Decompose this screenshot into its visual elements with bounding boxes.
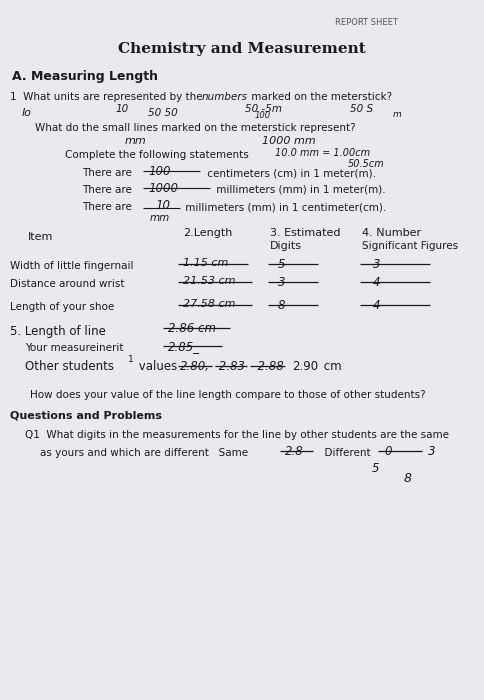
Text: 10.0 mm = 1.00cm: 10.0 mm = 1.00cm (275, 148, 370, 158)
Text: 10: 10 (115, 104, 128, 114)
Text: 2.83: 2.83 (215, 360, 245, 373)
Text: lo: lo (22, 108, 32, 118)
Text: 4: 4 (373, 299, 380, 312)
Text: 2.86 cm: 2.86 cm (168, 322, 216, 335)
Text: Chemistry and Measurement: Chemistry and Measurement (118, 42, 366, 56)
Text: 5: 5 (278, 258, 286, 271)
Text: Different: Different (318, 448, 374, 458)
Text: numbers: numbers (202, 92, 248, 102)
Text: as yours and which are different   Same: as yours and which are different Same (40, 448, 251, 458)
Text: 2.Length: 2.Length (183, 228, 232, 238)
Text: 2.90: 2.90 (292, 360, 318, 373)
Text: 50 S: 50 S (350, 104, 373, 114)
Text: millimeters (mm) in 1 centimeter(cm).: millimeters (mm) in 1 centimeter(cm). (182, 202, 386, 212)
Text: 4: 4 (373, 276, 380, 289)
Text: Significant Figures: Significant Figures (362, 241, 458, 251)
Text: There are: There are (82, 168, 135, 178)
Text: 8: 8 (278, 299, 286, 312)
Text: 3: 3 (278, 276, 286, 289)
Text: 21.53 cm: 21.53 cm (183, 276, 236, 286)
Text: 2.88: 2.88 (250, 360, 284, 373)
Text: 1000: 1000 (148, 182, 178, 195)
Text: mm: mm (150, 213, 170, 223)
Text: 2.80,: 2.80, (180, 360, 210, 373)
Text: 4. Number: 4. Number (362, 228, 421, 238)
Text: A. Measuring Length: A. Measuring Length (12, 70, 158, 83)
Text: Width of little fingernail: Width of little fingernail (10, 261, 134, 271)
Text: 5. Length of line: 5. Length of line (10, 325, 106, 338)
Text: cm: cm (320, 360, 342, 373)
Text: 1.15 cm: 1.15 cm (183, 258, 228, 268)
Text: marked on the meterstick?: marked on the meterstick? (248, 92, 392, 102)
Text: 50 -5m: 50 -5m (245, 104, 282, 114)
Text: REPORT SHEET: REPORT SHEET (335, 18, 398, 27)
Text: 3: 3 (373, 258, 380, 271)
Text: Q1  What digits in the measurements for the line by other students are the same: Q1 What digits in the measurements for t… (25, 430, 449, 440)
Text: 1: 1 (128, 355, 134, 364)
Text: centimeters (cm) in 1 meter(m).: centimeters (cm) in 1 meter(m). (204, 168, 376, 178)
Text: m: m (393, 110, 402, 119)
Text: Complete the following statements: Complete the following statements (65, 150, 249, 160)
Text: Other students: Other students (25, 360, 114, 373)
Text: 0: 0 (384, 445, 392, 458)
Text: Length of your shoe: Length of your shoe (10, 302, 114, 312)
Text: There are: There are (82, 185, 135, 195)
Text: 3: 3 (428, 445, 436, 458)
Text: 5: 5 (372, 462, 379, 475)
Text: 8: 8 (404, 472, 412, 485)
Text: There are: There are (82, 202, 135, 212)
Text: 100: 100 (255, 111, 271, 120)
Text: 2.85_: 2.85_ (168, 340, 200, 353)
Text: 50.5cm: 50.5cm (348, 159, 385, 169)
Text: 1  What units are represented by the: 1 What units are represented by the (10, 92, 206, 102)
Text: How does your value of the line length compare to those of other students?: How does your value of the line length c… (30, 390, 425, 400)
Text: millimeters (mm) in 1 meter(m).: millimeters (mm) in 1 meter(m). (213, 185, 386, 195)
Text: 50 50: 50 50 (148, 108, 178, 118)
Text: values: values (135, 360, 185, 373)
Text: Digits: Digits (270, 241, 302, 251)
Text: 3. Estimated: 3. Estimated (270, 228, 341, 238)
Text: Item: Item (28, 232, 53, 242)
Text: What do the small lines marked on the meterstick represent?: What do the small lines marked on the me… (35, 123, 356, 133)
Text: 27.58 cm: 27.58 cm (183, 299, 236, 309)
Text: Your measureinerit: Your measureinerit (25, 343, 123, 353)
Text: Questions and Problems: Questions and Problems (10, 410, 162, 420)
Text: 2.8: 2.8 (285, 445, 304, 458)
Text: 100: 100 (148, 165, 170, 178)
Text: 1000 mm: 1000 mm (262, 136, 316, 146)
Text: Distance around wrist: Distance around wrist (10, 279, 124, 289)
Text: 10: 10 (155, 199, 170, 212)
Text: mm: mm (125, 136, 147, 146)
